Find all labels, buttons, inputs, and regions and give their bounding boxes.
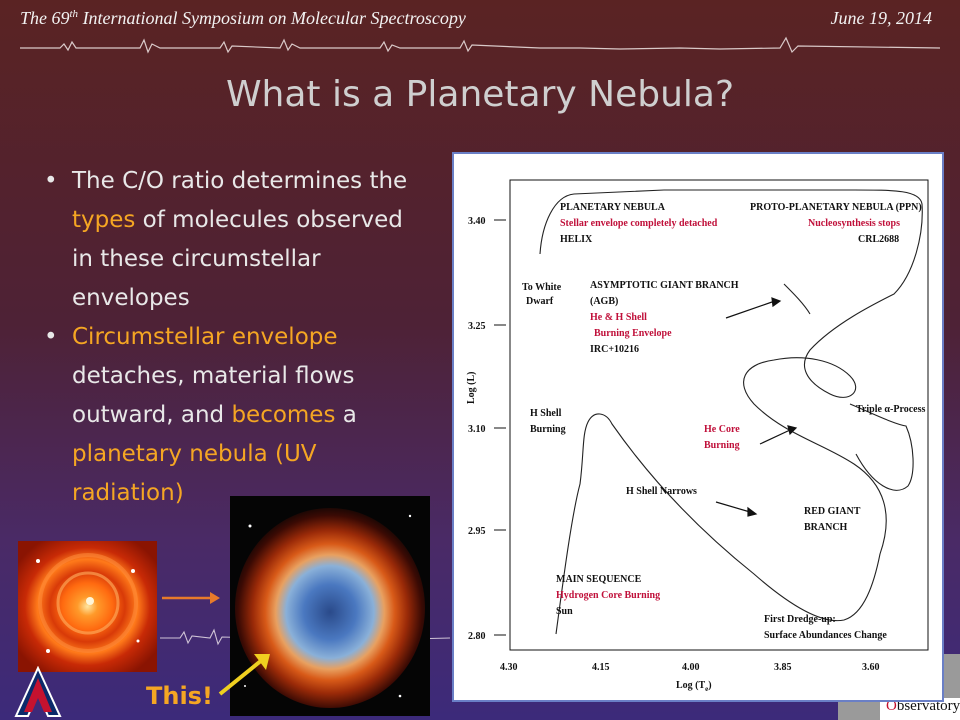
helix-nebula-image [230,496,430,716]
x-tick-1: 4.30 [500,662,518,673]
bullet-dot-icon: • [44,168,58,194]
bullet-dot-icon: • [44,324,58,350]
label-agb-example: IRC+10216 [590,344,639,355]
label-ms-title: MAIN SEQUENCE [556,574,642,585]
label-rgb-1: RED GIANT [804,506,861,517]
label-ppn-red: Nucleosynthesis stops [808,218,900,229]
b2-text-1: Circumstellar envelope [72,324,338,350]
x-axis-label-sub: e [705,685,708,693]
arrow-up-right-icon [218,654,270,696]
symposium-title: The 69th International Symposium on Mole… [20,8,466,29]
label-h-shell-2: Burning [530,424,566,435]
b1-text-types: types [72,207,136,233]
label-ms-red: Hydrogen Core Burning [556,590,660,601]
observatory-text: bservatory [896,698,960,714]
label-agb-1: ASYMPTOTIC GIANT BRANCH [590,280,739,291]
label-pn-red: Stellar envelope completely detached [560,218,718,229]
y-axis-label: Log (L) [466,372,477,405]
slide-title: What is a Planetary Nebula? [225,74,735,115]
label-rgb-2: BRANCH [804,522,848,533]
label-ppn-title: PROTO-PLANETARY NEBULA (PPN) [750,202,922,213]
b2-text-pn: planetary nebula (UV [72,441,317,467]
symposium-prefix: The 69 [20,8,70,28]
label-ppn-example: CRL2688 [858,234,899,245]
this-label: This! [146,682,213,710]
y-tick-3: 3.10 [468,424,486,435]
observatory-o: O [886,698,897,714]
stellar-evolution-diagram: 3.40 3.25 3.10 2.95 2.80 Log (L) 4.30 4.… [452,152,944,702]
b2-text-4: a [335,402,357,428]
b2-text-radiation: radiation) [72,480,184,506]
spectrum-line-top [20,36,940,54]
label-white-dwarf-2: Dwarf [526,296,554,307]
x-tick-2: 4.15 [592,662,610,673]
label-dredge-2: Surface Abundances Change [764,630,887,641]
x-axis-label: Log (Te) [676,680,712,693]
x-tick-5: 3.60 [862,662,880,673]
label-dredge-1: First Dredge-up: [764,614,836,625]
observatory-label: Observatory [880,698,960,720]
b1-text-3: of molecules observed in these circumste… [72,207,403,311]
label-triple-alpha: Triple α-Process [856,404,925,415]
y-tick-2: 3.25 [468,321,486,332]
symposium-sup: th [69,8,79,20]
x-tick-4: 3.85 [774,662,792,673]
label-agb-red1: He & H Shell [590,312,647,323]
symposium-suffix: International Symposium on Molecular Spe… [78,8,466,28]
b2-text-2: detaches, material flows outward, and [72,363,355,428]
label-h-shell-1: H Shell [530,408,562,419]
label-pn-title: PLANETARY NEBULA [560,202,666,213]
arrow-right-icon [162,592,220,604]
label-pn-example: HELIX [560,234,593,245]
y-tick-4: 2.95 [468,526,486,537]
x-axis-label-main: Log (T [676,680,706,691]
presentation-date: June 19, 2014 [830,8,932,28]
bullet-co-ratio: • The C/O ratio determines the types of m… [40,162,420,318]
x-tick-3: 4.00 [682,662,700,673]
y-tick-5: 2.80 [468,631,486,642]
b1-text-1: The C/O ratio determines the [72,168,408,194]
bullet-list: • The C/O ratio determines the types of m… [40,162,420,513]
y-tick-1: 3.40 [468,216,486,227]
label-agb-red2: Burning Envelope [594,328,672,339]
label-ms-example: Sun [556,606,573,617]
b2-text-becomes: becomes [231,402,336,428]
label-white-dwarf-1: To White [522,282,562,293]
university-logo-icon [14,666,62,717]
bullet-envelope: • Circumstellar envelope detaches, materi… [40,318,420,513]
label-he-core-1: He Core [704,424,740,435]
label-agb-2: (AGB) [590,296,618,307]
label-h-shell-narrows: H Shell Narrows [626,486,697,497]
nebula-image-small [18,541,157,672]
label-he-core-2: Burning [704,440,740,451]
